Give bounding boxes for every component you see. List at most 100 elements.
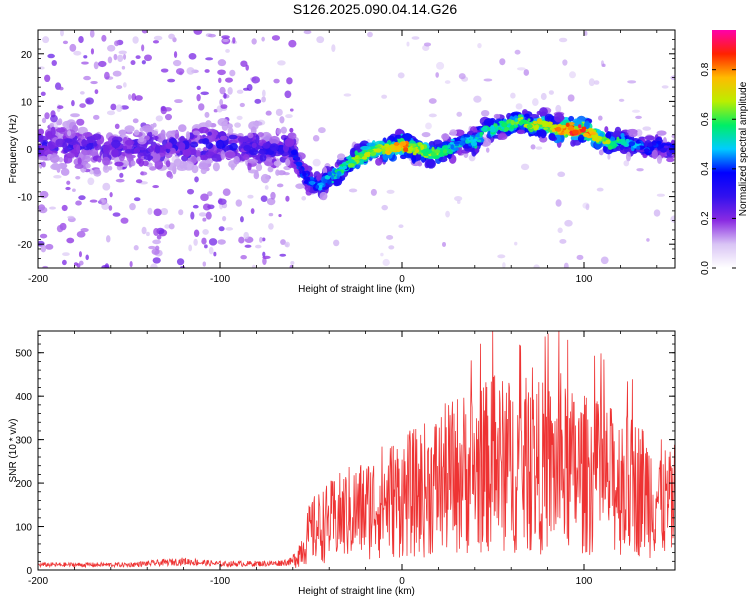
spectrogram-blob (172, 59, 182, 67)
spectrogram-blob (190, 141, 199, 148)
spectrogram-peak (374, 145, 381, 148)
snr-series (38, 331, 675, 569)
spectrogram-blob (236, 89, 244, 94)
spectrogram-peak (578, 124, 582, 129)
spectrogram-peak (399, 141, 407, 147)
spectrogram-blob (386, 235, 394, 240)
colorbar-gradient (712, 30, 736, 268)
spectrogram-blob (438, 156, 448, 163)
spectrogram-blob (225, 48, 230, 53)
spectrogram-blob (138, 158, 145, 167)
spectrogram-peak (309, 180, 315, 186)
spectrogram-peak (561, 124, 566, 129)
colorbar-ticks: 0.0 0.2 0.4 0.6 0.8 (700, 62, 736, 275)
spectrogram-peak (382, 151, 386, 155)
spectrogram-blob (164, 113, 172, 121)
spectrogram-blob (135, 179, 143, 184)
colorbar-tick-label: 0.0 (700, 261, 711, 275)
spectrogram-blob (73, 262, 78, 266)
spectrogram-peak (442, 149, 448, 154)
spectrogram-blob (119, 172, 124, 178)
spectrogram-blob (514, 241, 518, 246)
spectrogram-blob (232, 37, 236, 44)
spectrogram-blob (129, 203, 136, 211)
spectrogram-peak (636, 145, 641, 150)
spectrogram-blob (417, 161, 423, 167)
spectrogram-blob (78, 195, 86, 201)
spectrogram-peak (493, 123, 498, 127)
spectrogram-blob (240, 254, 247, 260)
spectrogram-blob (247, 161, 252, 172)
spectrogram-blob (520, 163, 530, 171)
spectrogram-marks (38, 30, 675, 268)
spectrogram-blob (114, 123, 120, 129)
spectrogram-blob (80, 227, 89, 233)
spectrogram-blob (174, 99, 183, 104)
spectrogram-blob (85, 97, 94, 105)
spectrogram-blob (252, 121, 263, 126)
spectrogram-blob (411, 154, 417, 164)
spectrogram-blob (93, 61, 99, 70)
spectrogram-blob (112, 70, 122, 77)
spectrogram-blob (141, 125, 153, 131)
spectrogram-blob (288, 132, 297, 140)
spectrogram-blob (142, 160, 149, 167)
spectrogram-peak (605, 139, 611, 145)
spectrogram-blob (255, 244, 262, 249)
spectrogram-peak (347, 163, 355, 168)
spectrogram-blob (612, 130, 622, 139)
spectrogram-peak (403, 146, 409, 153)
spectrogram-blob (139, 171, 148, 176)
spectrogram-blob (113, 53, 118, 61)
spectrogram-blob (277, 60, 286, 66)
spectrogram-blob (411, 36, 420, 40)
spectrogram-blob (102, 182, 111, 191)
spectrogram-peak (475, 133, 481, 138)
spectrogram-blob (143, 154, 154, 161)
spectrogram-peak (324, 175, 331, 180)
spectrogram-peak (463, 134, 471, 138)
spectrogram-blob (167, 78, 176, 83)
spectrogram-blob (78, 35, 84, 44)
spectrogram-blob (145, 231, 150, 237)
spectrogram-blob (247, 158, 259, 164)
spectrogram-blob (646, 238, 650, 242)
spectrogram-blob (485, 147, 490, 153)
spectrogram-blob (240, 216, 244, 223)
spectrogram-blob (289, 264, 294, 268)
spectrogram-blob (276, 128, 282, 135)
spectrogram-blob (449, 129, 458, 136)
spectrogram-blob (65, 152, 75, 159)
snr-x-tick-label: 0 (399, 576, 405, 587)
spectrogram-blob (49, 154, 60, 164)
colorbar-tick-label: 0.8 (700, 62, 711, 76)
spectrogram-blob (557, 171, 566, 177)
spectrogram-blob (133, 245, 139, 251)
snr-y-axis-label: SNR (10 * v/v) (8, 419, 19, 483)
spectrogram-blob (288, 39, 297, 48)
spectrogram-blob (319, 191, 328, 201)
spectrogram-blob (153, 130, 159, 136)
spectrogram-blob (255, 163, 263, 172)
spectrogram-blob (278, 213, 282, 218)
spectrogram-blob (382, 258, 390, 267)
spectrogram-peak (315, 185, 320, 189)
spectrogram-peak (469, 136, 474, 140)
spectrogram-blob (217, 117, 228, 127)
spectrogram-peak (543, 127, 549, 130)
spectrogram-blob (233, 155, 240, 165)
spectrogram-peak (476, 139, 482, 143)
spectrogram-blob (107, 44, 116, 52)
spectrogram-blob (259, 236, 263, 243)
spectrogram-blob (94, 89, 99, 95)
spectrogram-blob (130, 60, 136, 66)
spectrogram-peak (635, 141, 641, 144)
spectrogram-blob (50, 126, 56, 137)
spectrogram-peak (486, 127, 492, 130)
spectrogram-blob (38, 128, 45, 136)
spectrogram-peak (479, 131, 484, 136)
spectrogram-blob (202, 137, 210, 145)
spectrogram-blob (596, 187, 604, 192)
spectrogram-blob (118, 129, 127, 136)
